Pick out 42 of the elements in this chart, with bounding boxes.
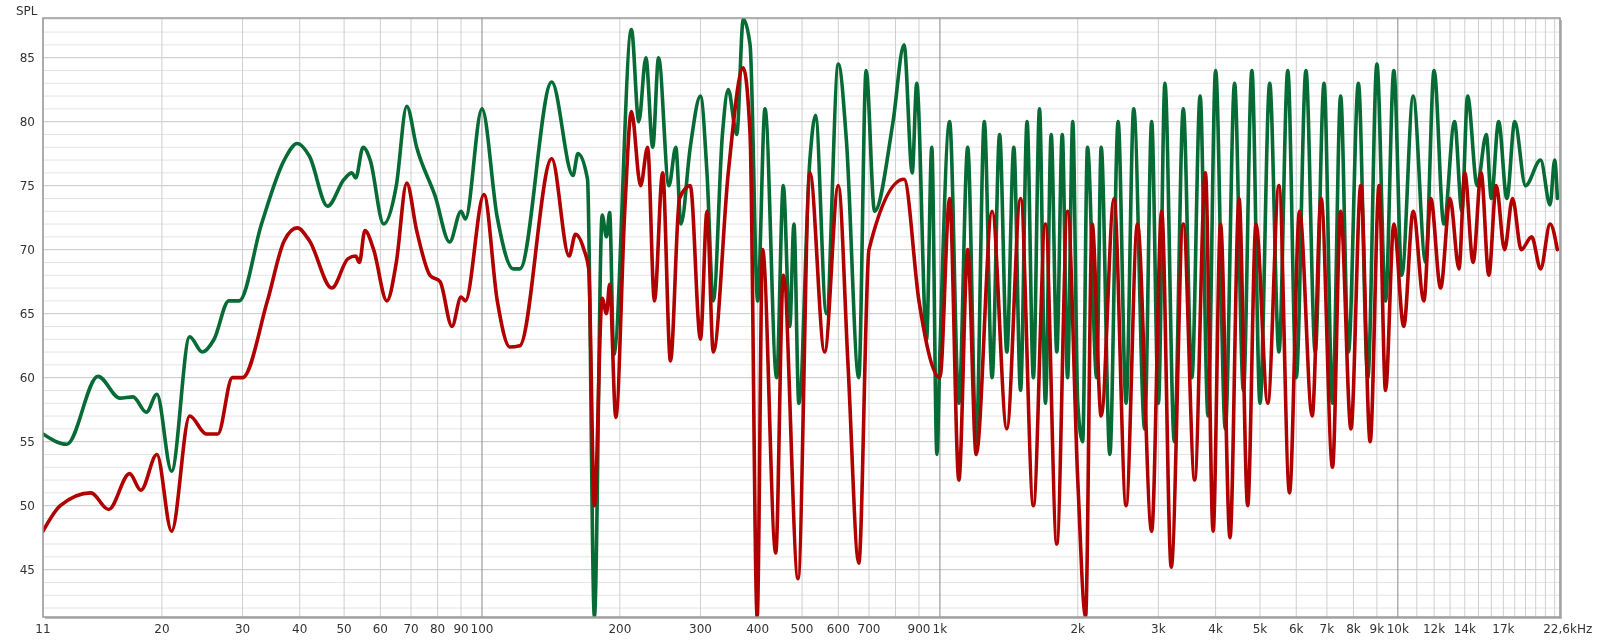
x-tick-label: 9k	[1369, 622, 1385, 636]
y-tick-label: 45	[19, 562, 35, 577]
y-tick-label: 60	[19, 370, 35, 385]
y-tick-label: 80	[19, 114, 35, 129]
x-tick-label: 17k	[1492, 622, 1515, 636]
x-tick-label: 6k	[1288, 622, 1304, 636]
x-tick-label: 8k	[1346, 622, 1361, 636]
x-tick-label: 700	[857, 622, 881, 636]
x-tick-label: 100	[470, 622, 494, 636]
y-tick-label: 50	[19, 498, 35, 513]
x-tick-label: 10k	[1386, 622, 1409, 636]
y-tick-label: 65	[19, 306, 35, 321]
x-tick-label: 600	[826, 622, 850, 636]
x-tick-label: 3k	[1151, 622, 1166, 636]
x-tick-label: 40	[292, 622, 308, 636]
x-tick-label: 5k	[1252, 622, 1268, 636]
x-tick-label: 300	[689, 622, 712, 636]
x-tick-label: 50	[336, 622, 352, 636]
x-tick-label: 14k	[1453, 622, 1476, 636]
y-tick-label: 55	[19, 434, 35, 449]
x-tick-label: 900	[907, 622, 931, 636]
x-tick-label: 60	[372, 622, 389, 636]
x-tick-label: 11	[35, 622, 51, 636]
x-tick-label: 20	[154, 622, 170, 636]
x-tick-label: 30	[234, 622, 251, 636]
x-tick-label: 500	[790, 622, 814, 636]
x-tick-label: 7k	[1319, 622, 1335, 636]
x-tick-label: 90	[453, 622, 469, 636]
x-tick-label: 12k	[1422, 622, 1446, 636]
x-tick-label: 200	[608, 622, 632, 636]
x-axis-title: Hz	[1577, 622, 1593, 636]
x-tick-label: 70	[403, 622, 419, 636]
x-tick-label: 80	[429, 622, 446, 636]
x-tick-label: 400	[746, 622, 770, 636]
y-tick-label: 75	[19, 178, 35, 193]
x-tick-label: 22,6k	[1543, 622, 1577, 636]
x-tick-label: 1k	[932, 622, 948, 636]
x-tick-label: 4k	[1208, 622, 1223, 636]
y-axis-title: SPL	[16, 4, 38, 19]
y-tick-label: 85	[19, 50, 35, 65]
x-tick-label: 2k	[1070, 622, 1086, 636]
y-tick-label: 70	[19, 242, 35, 257]
